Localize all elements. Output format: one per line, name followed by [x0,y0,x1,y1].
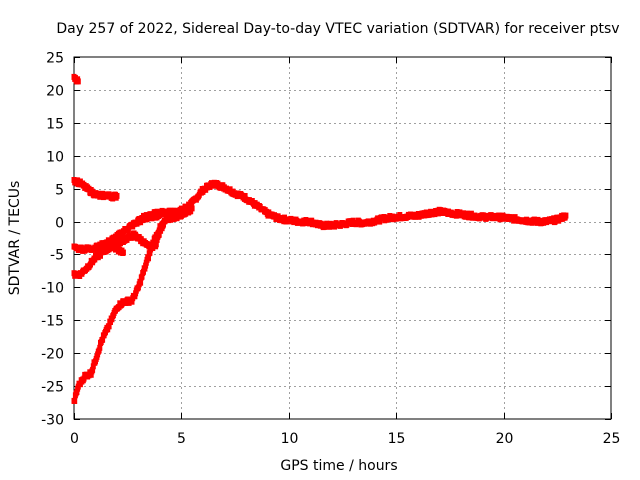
data-point [72,398,78,404]
data-point [97,344,103,351]
data-point [141,268,146,275]
data-point [139,273,145,280]
data-point [120,249,126,256]
data-point [242,193,248,199]
data-point [109,316,115,323]
series-branch-d [71,73,81,85]
data-point [468,210,474,217]
axis-ticks: 0 5 10 15 20 25 -30 -25 -20 -15 -10 -5 0 5 10 15 20 25 [41,51,620,448]
y-tick-label: 15 [46,117,64,133]
y-tick-label: 5 [55,183,64,199]
y-tick-label: -30 [41,413,64,429]
plot-frame [73,56,612,420]
series-main [135,179,569,231]
y-tick-label: 10 [46,150,64,166]
data-point [135,284,141,291]
x-tick-label: 20 [496,431,514,447]
data-point [98,252,103,259]
y-axis-label: SDTVAR / TECUs [7,181,23,296]
data-points [71,73,569,404]
series-branch-c [71,177,120,202]
x-tick-label: 0 [70,431,79,447]
x-axis-label: GPS time / hours [280,458,397,474]
data-point [149,244,155,250]
data-point [147,249,153,256]
data-point [75,78,81,85]
chart-title: Day 257 of 2022, Sidereal Day-to-day VTE… [56,21,619,37]
y-tick-label: -5 [50,248,64,264]
data-point [90,363,96,370]
series-branch-e [93,239,126,256]
series-branch-f [71,203,195,404]
data-point [100,336,106,343]
data-point [74,389,80,395]
data-point [157,212,163,218]
data-point [129,234,135,241]
data-point [377,218,383,225]
x-tick-label: 10 [281,431,299,447]
grid-lines [74,57,611,419]
data-point [90,366,96,373]
data-point [106,323,112,330]
y-tick-label: 0 [55,216,64,232]
x-tick-label: 5 [177,431,186,447]
data-point [146,255,151,262]
data-point [129,298,135,305]
data-point [153,241,159,248]
data-point [138,279,144,286]
data-point [88,371,94,378]
y-tick-label: 25 [46,51,64,67]
data-point [81,375,87,382]
data-point [156,227,162,234]
data-point [90,188,96,195]
data-point [153,235,159,242]
data-point [189,205,195,212]
y-tick-label: -25 [41,380,64,396]
y-tick-label: -15 [41,314,64,330]
y-tick-label: 20 [46,84,64,100]
data-point [114,192,120,199]
x-tick-label: 25 [603,431,621,447]
data-point [151,240,156,247]
y-tick-label: -20 [41,347,64,363]
data-point [563,212,569,219]
y-tick-label: -10 [41,281,64,297]
x-tick-label: 15 [388,431,406,447]
